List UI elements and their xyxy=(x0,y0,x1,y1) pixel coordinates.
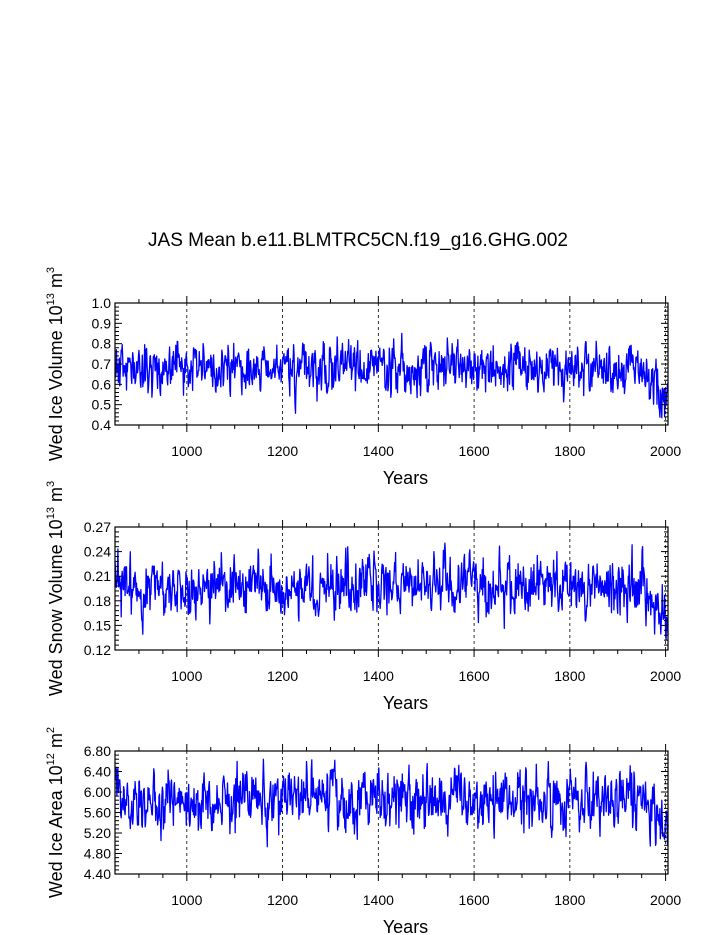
x-tick-label: 1200 xyxy=(267,668,298,684)
y-tick-label: 0.12 xyxy=(84,642,111,658)
x-tick-label: 1400 xyxy=(363,892,394,908)
x-tick-label: 1200 xyxy=(267,443,298,459)
x-tick-label: 2000 xyxy=(650,892,681,908)
y-tick-label: 0.5 xyxy=(92,397,112,413)
x-tick-label: 1600 xyxy=(459,892,490,908)
panel-2: 1000 1200 1400 1600 1800 2000 Years 0.12 0.15 0.1… xyxy=(45,481,681,713)
y-tick-label: 0.4 xyxy=(92,417,112,433)
series-line xyxy=(114,332,669,419)
x-axis-label: Years xyxy=(383,468,428,488)
y-axis-label: Wed Ice Area 1012 m2 xyxy=(45,727,66,898)
x-tick-label: 1400 xyxy=(363,668,394,684)
y-tick-label: 6.80 xyxy=(84,743,111,759)
x-tick-label: 2000 xyxy=(650,443,681,459)
y-tick-label: 0.27 xyxy=(84,519,111,535)
x-tick-label: 1800 xyxy=(554,892,585,908)
y-tick-label: 6.00 xyxy=(84,784,111,800)
y-tick-label: 4.80 xyxy=(84,846,111,862)
x-tick-label: 1600 xyxy=(459,668,490,684)
x-tick-label: 1400 xyxy=(363,443,394,459)
y-tick-label: 0.7 xyxy=(92,356,112,372)
y-tick-label: 0.8 xyxy=(92,336,112,352)
x-tick-label: 1000 xyxy=(171,443,202,459)
y-tick-label: 0.9 xyxy=(92,315,112,331)
x-tick-label: 1800 xyxy=(554,668,585,684)
x-tick-label: 1000 xyxy=(171,892,202,908)
y-axis-label: Wed Snow Volume 1013 m3 xyxy=(45,481,66,696)
figure-title: JAS Mean b.e11.BLMTRC5CN.f19_g16.GHG.002 xyxy=(148,230,568,251)
x-tick-label: 1800 xyxy=(554,443,585,459)
y-tick-label: 6.40 xyxy=(84,764,111,780)
panel-1: 1000 1200 1400 1600 1800 2000 Years 0.4 0.5 0.6 0.… xyxy=(45,267,681,488)
y-tick-label: 5.20 xyxy=(84,825,111,841)
series-line xyxy=(114,542,669,641)
y-tick-label: 0.21 xyxy=(84,568,111,584)
y-tick-label: 0.6 xyxy=(92,376,112,392)
series-line xyxy=(114,758,669,848)
x-tick-label: 1000 xyxy=(171,668,202,684)
x-axis-label: Years xyxy=(383,917,428,935)
y-tick-label: 0.15 xyxy=(84,617,111,633)
y-tick-label: 5.60 xyxy=(84,805,111,821)
x-tick-label: 2000 xyxy=(650,668,681,684)
x-tick-label: 1600 xyxy=(459,443,490,459)
plot-frame xyxy=(114,526,669,651)
y-tick-label: 0.24 xyxy=(84,544,111,560)
y-axis-label: Wed Ice Volume 1013 m3 xyxy=(45,267,66,461)
y-tick-label: 4.40 xyxy=(84,866,111,882)
y-tick-label: 1.0 xyxy=(92,295,112,311)
y-tick-label: 0.18 xyxy=(84,593,111,609)
x-axis-label: Years xyxy=(383,693,428,713)
x-tick-label: 1200 xyxy=(267,892,298,908)
panel-3: 1000 1200 1400 1600 1800 2000 Years 4.40 4.80 5.2… xyxy=(45,727,681,935)
